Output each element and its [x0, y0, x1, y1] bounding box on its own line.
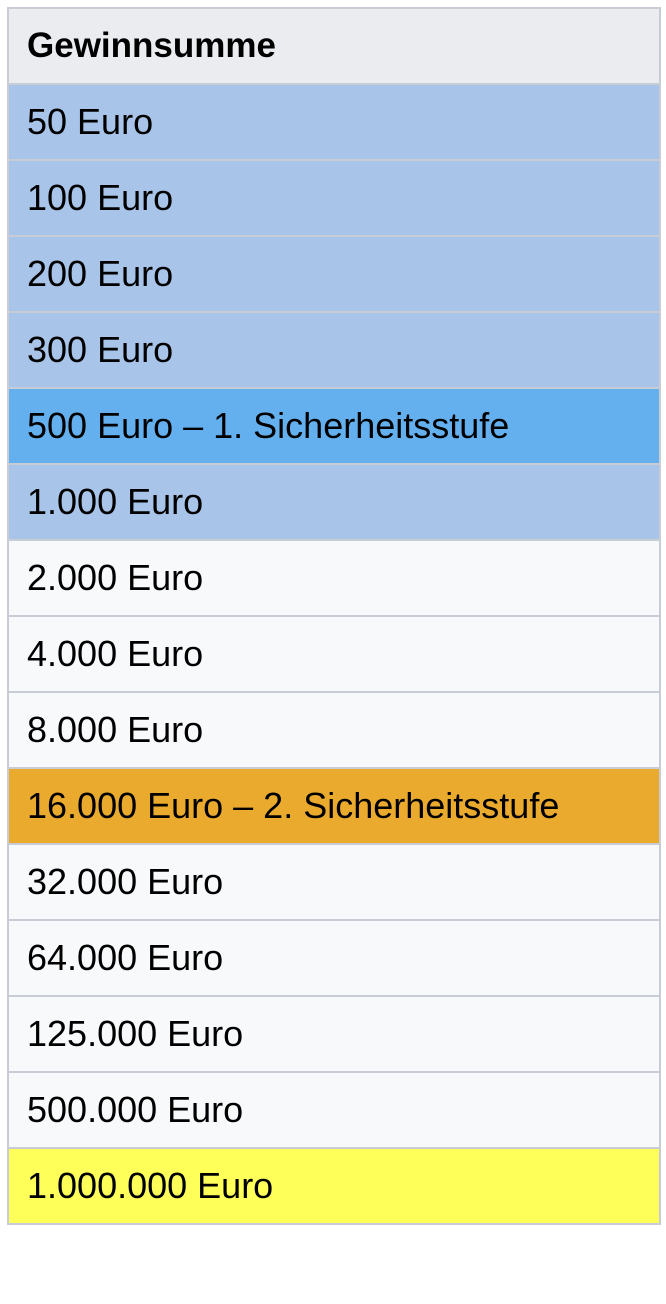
table-row: 125.000 Euro [7, 995, 661, 1073]
prize-amount-cell: 32.000 Euro [7, 843, 661, 921]
table-row: 2.000 Euro [7, 539, 661, 617]
table-header-row: Gewinnsumme [7, 7, 661, 85]
prize-table: Gewinnsumme 50 Euro 100 Euro 200 Euro 300 E… [7, 7, 661, 1225]
table-row: 500.000 Euro [7, 1071, 661, 1149]
prize-amount-cell: 2.000 Euro [7, 539, 661, 617]
table-row: 32.000 Euro [7, 843, 661, 921]
table-row: 50 Euro [7, 83, 661, 161]
prize-amount-cell: 1.000 Euro [7, 463, 661, 541]
table-row: 500 Euro – 1. Sicherheitsstufe [7, 387, 661, 465]
prize-amount-cell: 125.000 Euro [7, 995, 661, 1073]
prize-amount-cell: 100 Euro [7, 159, 661, 237]
table-row: 1.000.000 Euro [7, 1147, 661, 1225]
table-row: 8.000 Euro [7, 691, 661, 769]
table-row: 4.000 Euro [7, 615, 661, 693]
table-row: 16.000 Euro – 2. Sicherheitsstufe [7, 767, 661, 845]
prize-amount-cell: 50 Euro [7, 83, 661, 161]
prize-amount-cell: 64.000 Euro [7, 919, 661, 997]
prize-amount-cell: 8.000 Euro [7, 691, 661, 769]
prize-amount-cell: 300 Euro [7, 311, 661, 389]
prize-amount-cell: 16.000 Euro – 2. Sicherheitsstufe [7, 767, 661, 845]
table-row: 1.000 Euro [7, 463, 661, 541]
prize-table-container: Gewinnsumme 50 Euro 100 Euro 200 Euro 300 E… [7, 7, 661, 1225]
table-row: 64.000 Euro [7, 919, 661, 997]
table-row: 200 Euro [7, 235, 661, 313]
prize-amount-cell: 4.000 Euro [7, 615, 661, 693]
column-header-gewinnsumme: Gewinnsumme [7, 7, 661, 85]
prize-amount-cell: 500 Euro – 1. Sicherheitsstufe [7, 387, 661, 465]
table-row: 100 Euro [7, 159, 661, 237]
prize-amount-cell: 200 Euro [7, 235, 661, 313]
prize-amount-cell: 500.000 Euro [7, 1071, 661, 1149]
table-row: 300 Euro [7, 311, 661, 389]
prize-amount-cell: 1.000.000 Euro [7, 1147, 661, 1225]
prize-table-body: 50 Euro 100 Euro 200 Euro 300 Euro 500 Euro … [7, 83, 661, 1225]
